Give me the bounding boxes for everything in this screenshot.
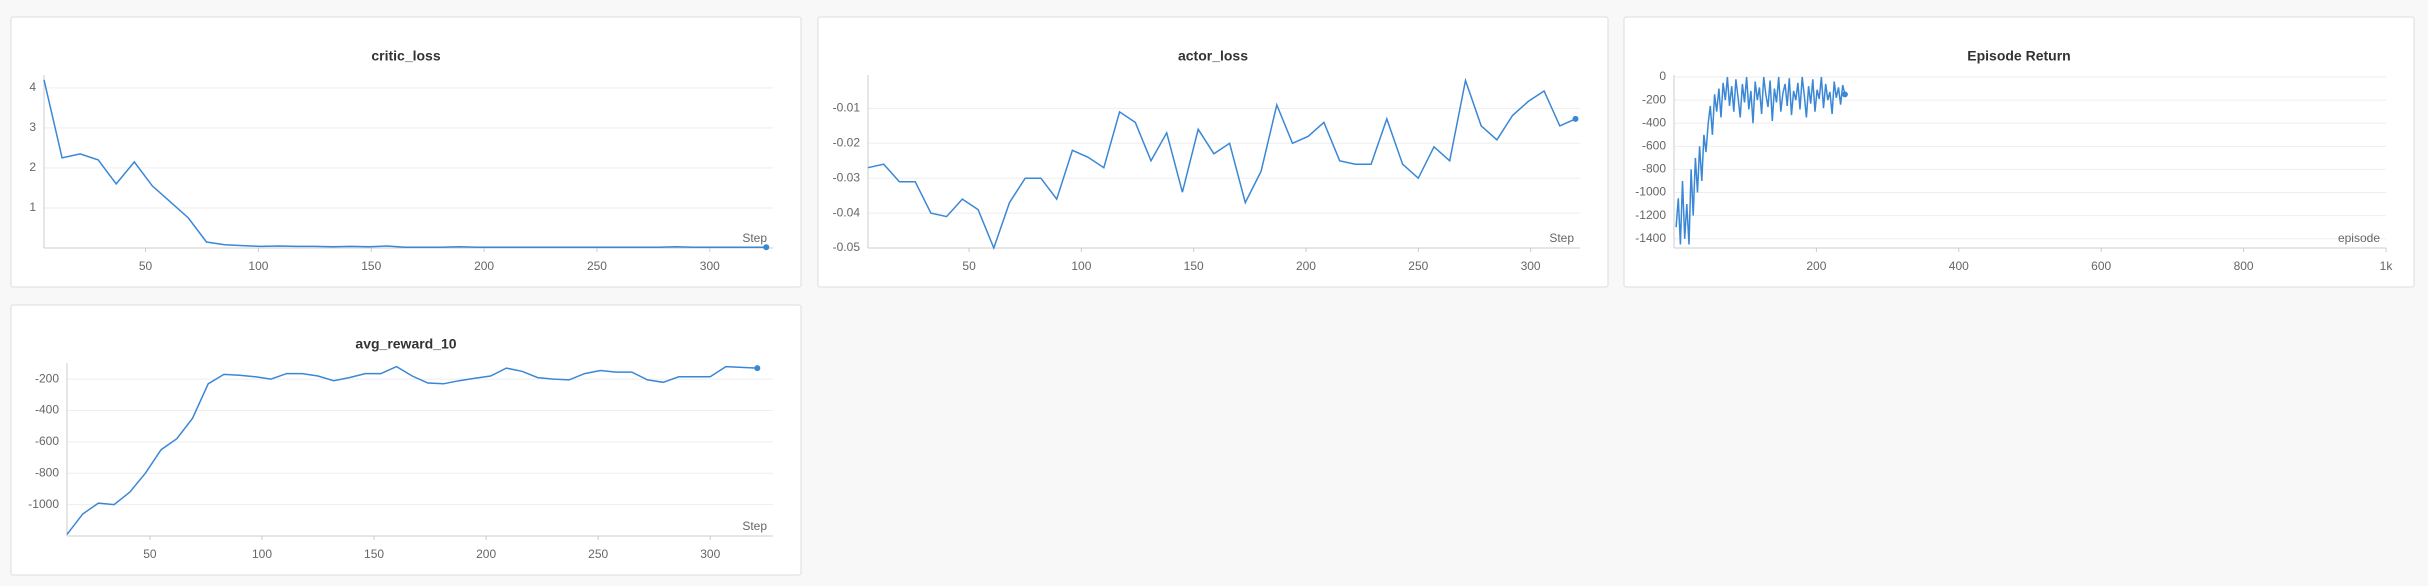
panel <box>10 16 802 288</box>
y-tick-label: -0.04 <box>833 205 861 219</box>
x-tick-label: 50 <box>139 259 153 273</box>
y-tick-label: 3 <box>29 120 36 134</box>
line <box>43 79 767 248</box>
y-tick-label: -0.01 <box>833 101 861 115</box>
end-point <box>763 244 770 251</box>
x-tick-label: 600 <box>2091 259 2111 273</box>
x-axis-label: episode <box>2338 231 2380 245</box>
end-point <box>754 365 761 372</box>
x-tick-label: 300 <box>700 547 720 561</box>
chart-title: critic_loss <box>371 48 440 64</box>
line <box>1675 76 1846 245</box>
x-tick-label: 250 <box>587 259 607 273</box>
y-tick-label: -600 <box>1642 138 1666 152</box>
end-point <box>1841 91 1848 98</box>
y-tick-label: 0 <box>1659 69 1666 83</box>
y-tick-label: -0.03 <box>833 170 861 184</box>
y-tick-label: -200 <box>35 371 59 385</box>
chart-panel: critic_loss 1 2 3 4 50 100 150 200 250 300 Step <box>10 16 802 288</box>
y-tick-label: -0.02 <box>833 135 861 149</box>
y-tick-label: -800 <box>35 465 59 479</box>
x-axis-label: Step <box>742 519 767 533</box>
x-tick-label: 300 <box>700 259 720 273</box>
y-tick-label: -400 <box>1642 115 1666 129</box>
y-tick-label: -0.05 <box>833 240 861 254</box>
y-tick-label: -400 <box>35 403 59 417</box>
x-axis-label: Step <box>742 231 767 245</box>
y-tick-label: 2 <box>29 160 36 174</box>
chart-title: Episode Return <box>1967 48 2070 64</box>
x-tick-label: 100 <box>1071 259 1091 273</box>
y-tick-label: -1000 <box>1635 185 1666 199</box>
x-tick-label: 250 <box>588 547 608 561</box>
x-tick-label: 200 <box>474 259 494 273</box>
y-tick-label: 1 <box>29 200 36 214</box>
chart-title: avg_reward_10 <box>355 336 456 352</box>
x-tick-label: 1k <box>2380 259 2394 273</box>
x-axis-label: Step <box>1549 231 1574 245</box>
x-tick-label: 400 <box>1949 259 1969 273</box>
y-tick-label: -1000 <box>28 497 59 511</box>
x-tick-label: 100 <box>252 547 272 561</box>
y-tick-label: -1400 <box>1635 231 1666 245</box>
x-tick-label: 300 <box>1521 259 1541 273</box>
y-tick-label: 4 <box>29 80 36 94</box>
x-tick-label: 200 <box>1296 259 1316 273</box>
x-tick-label: 200 <box>1806 259 1826 273</box>
chart-panel: avg_reward_10 -200 -400 -600 -800 -1000 50 100 1… <box>10 304 802 576</box>
chart-title: actor_loss <box>1178 48 1248 64</box>
x-tick-label: 200 <box>476 547 496 561</box>
panel <box>10 304 802 576</box>
x-tick-label: 50 <box>143 547 157 561</box>
line <box>867 77 1576 251</box>
x-tick-label: 150 <box>1184 259 1204 273</box>
x-tick-label: 250 <box>1408 259 1428 273</box>
x-tick-label: 800 <box>2234 259 2254 273</box>
y-tick-label: -1200 <box>1635 208 1666 222</box>
chart-panel: Episode Return 0 -200 -400 -600 -800 -1000 -120… <box>1623 16 2415 288</box>
x-tick-label: 50 <box>962 259 976 273</box>
y-tick-label: -600 <box>35 434 59 448</box>
y-tick-label: -800 <box>1642 162 1666 176</box>
x-tick-label: 150 <box>361 259 381 273</box>
x-tick-label: 100 <box>248 259 268 273</box>
line <box>66 365 758 535</box>
y-tick-label: -200 <box>1642 92 1666 106</box>
end-point <box>1572 115 1579 122</box>
chart-panel: actor_loss -0.05 -0.04 -0.03 -0.02 -0.01 50 100… <box>817 16 1609 288</box>
x-tick-label: 150 <box>364 547 384 561</box>
